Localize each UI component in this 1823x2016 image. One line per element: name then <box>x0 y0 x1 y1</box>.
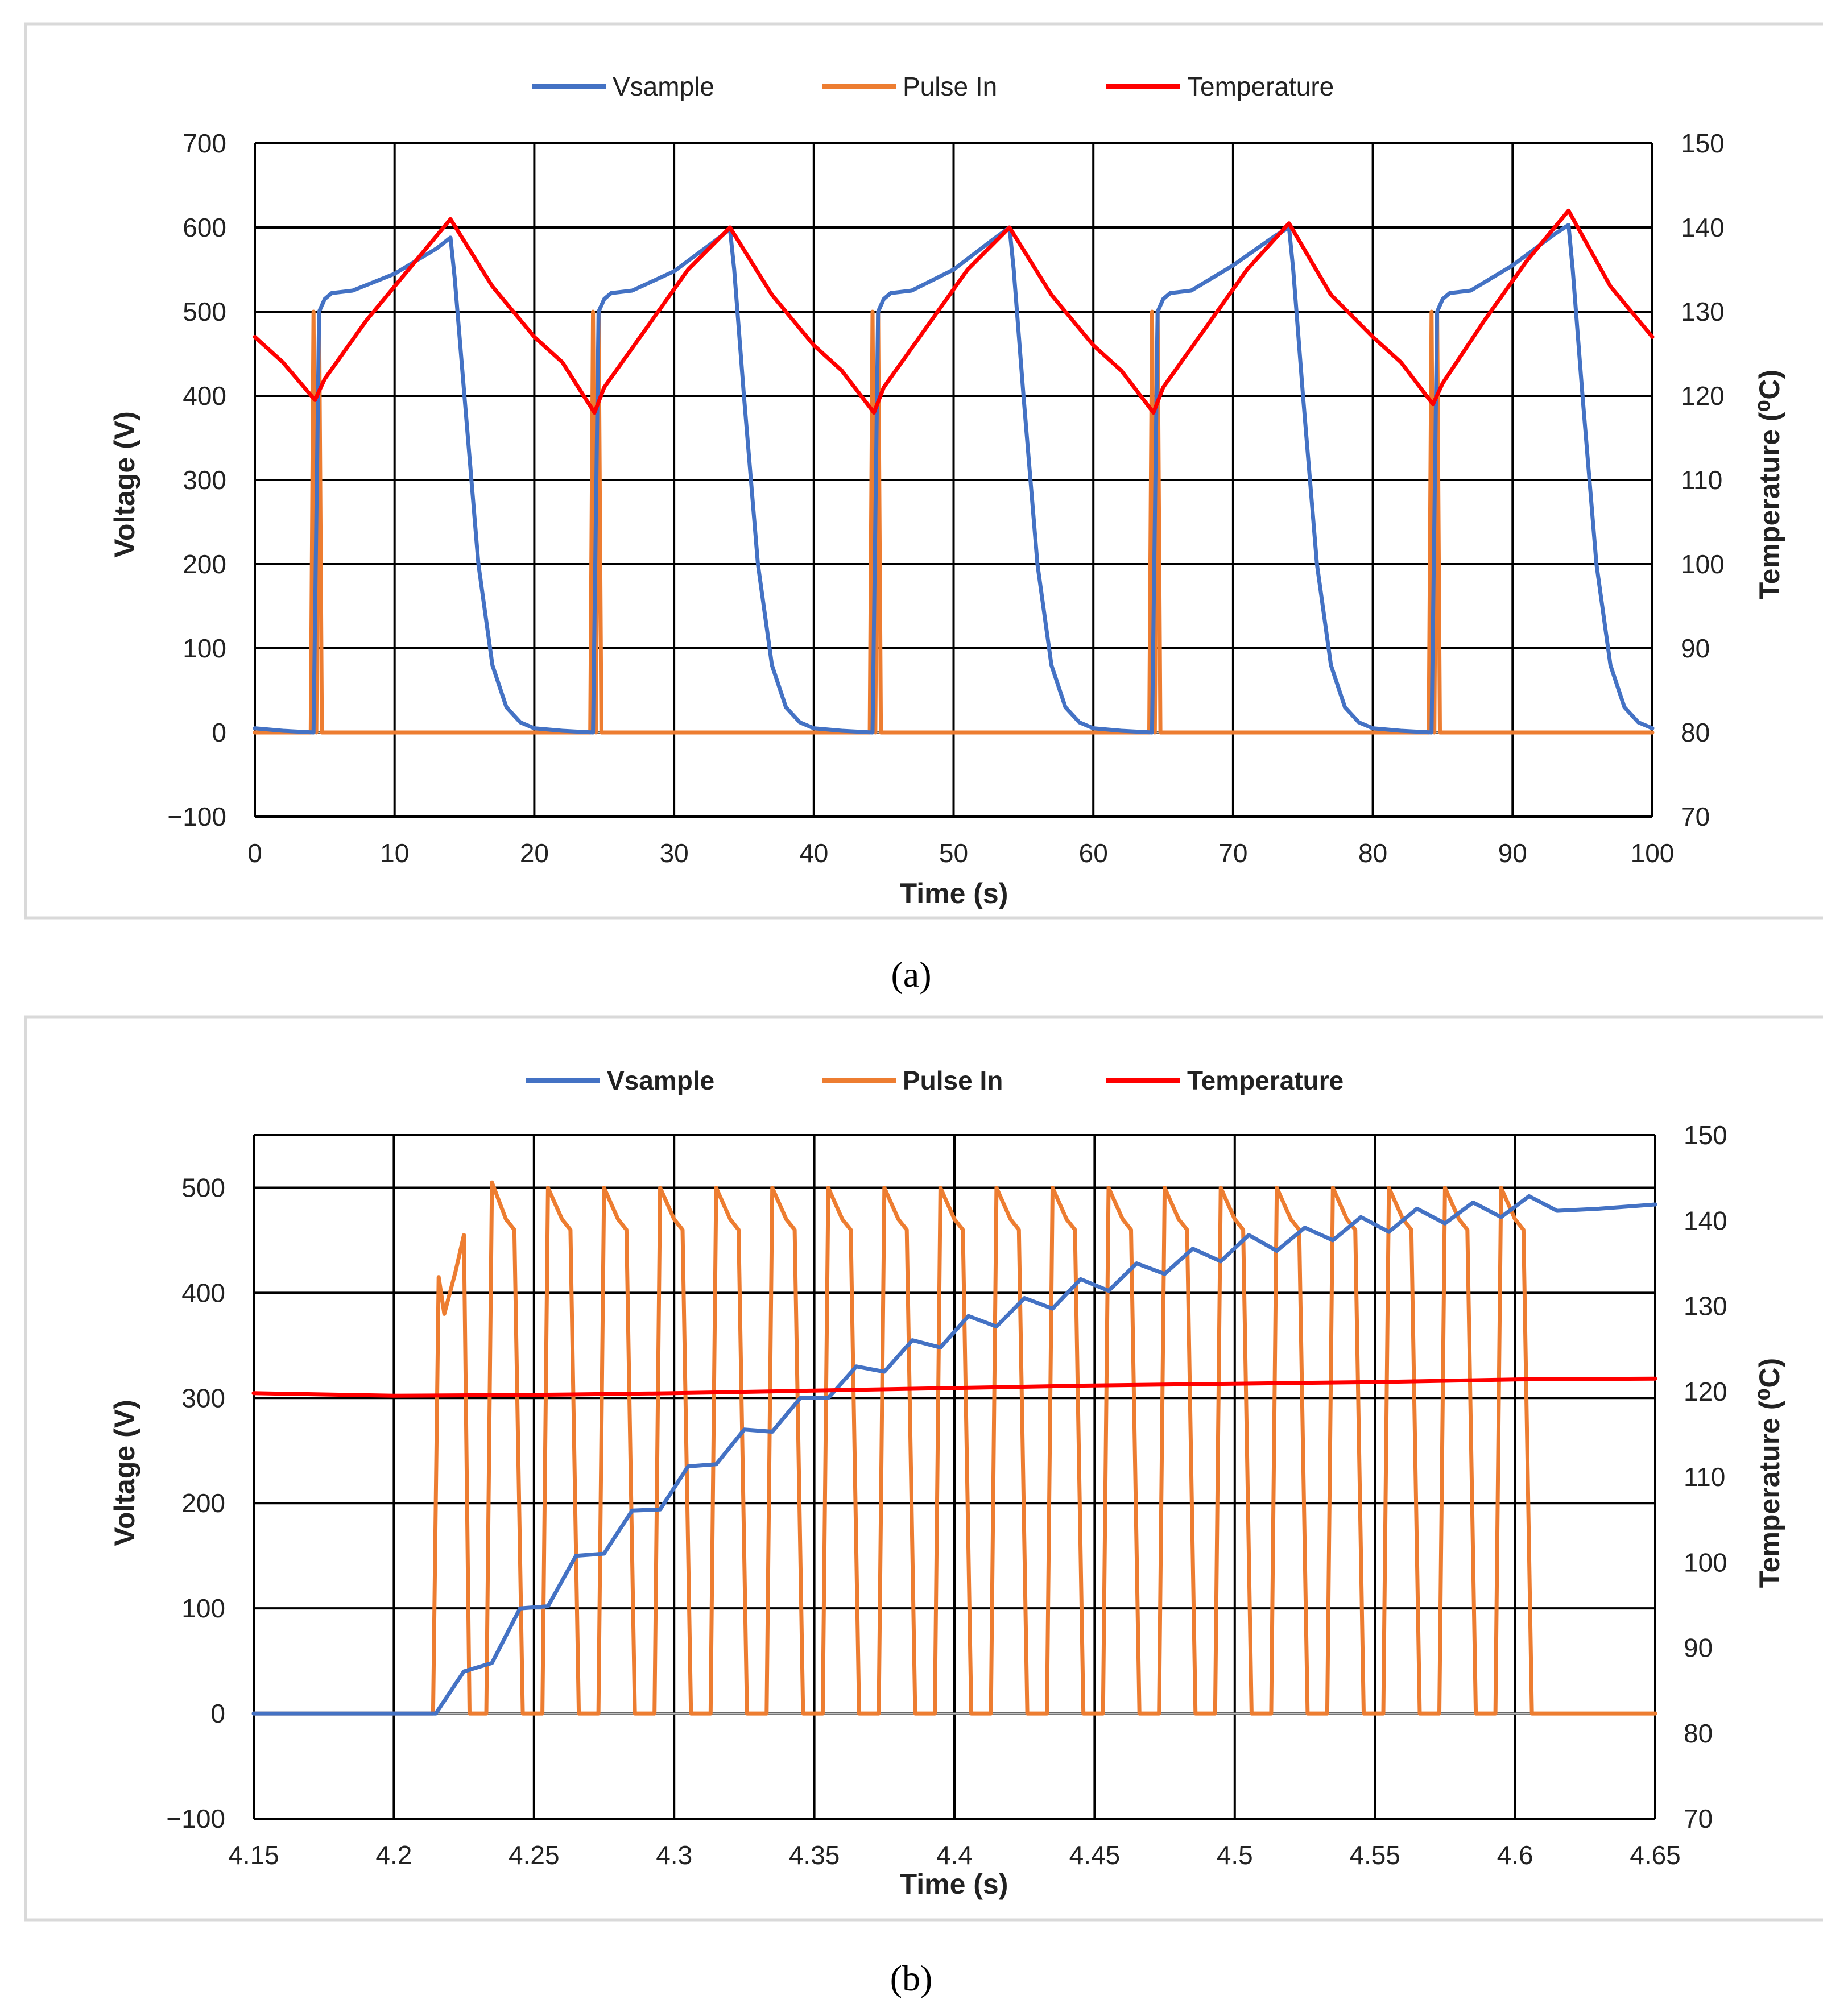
legend-label-temperature-b: Temperature <box>1187 1066 1344 1095</box>
x-tick-label-b-3: 4.3 <box>656 1840 692 1870</box>
y-tick-label-a-7: 600 <box>183 213 226 242</box>
x-tick-label-b-0: 4.15 <box>228 1840 279 1870</box>
y-tick-label-b-3: 200 <box>181 1488 225 1518</box>
y2-tick-label-a-2: 90 <box>1681 634 1710 663</box>
y2-axis-title-b: Temperature (⁰C) <box>1754 1358 1785 1588</box>
series-line-vsample-a <box>253 223 1655 735</box>
series-line-temperature-a <box>253 208 1655 415</box>
legend-a: Vsample Pulse In Temperature <box>532 72 1334 101</box>
legend-b: Vsample Pulse In Temperature <box>526 1066 1344 1095</box>
x-tick-label-a-5: 50 <box>939 838 968 868</box>
panel-b: 4.15 4.2 4.25 4.3 4.35 4.4 4.45 4.5 4.55 4.6 4.65 … <box>24 1015 1823 1998</box>
y2-tick-label-a-1: 80 <box>1681 718 1710 747</box>
chart-frame-a <box>24 22 1823 920</box>
y-tick-label-a-1: 0 <box>212 718 226 747</box>
y2-tick-label-b-0: 70 <box>1684 1804 1713 1833</box>
y-tick-label-b-0: −100 <box>166 1804 225 1833</box>
x-axis-title-b: Time (s) <box>900 1868 1008 1900</box>
y-tick-label-b-5: 400 <box>181 1278 225 1307</box>
x-tick-label-a-4: 40 <box>799 838 828 868</box>
y-tick-label-a-5: 400 <box>183 381 226 411</box>
y-axis-title-a: Voltage (V) <box>109 411 140 557</box>
x-tick-label-b-7: 4.5 <box>1217 1840 1253 1870</box>
x-tick-label-a-9: 90 <box>1498 838 1527 868</box>
x-tick-label-b-4: 4.35 <box>789 1840 840 1870</box>
x-tick-label-b-10: 4.65 <box>1630 1840 1681 1870</box>
y2-tick-label-b-8: 150 <box>1684 1120 1727 1150</box>
y2-tick-label-a-6: 130 <box>1681 297 1725 326</box>
y2-ticks-a: 70 80 90 100 110 120 130 140 150 <box>1681 129 1725 831</box>
x-tick-label-a-7: 70 <box>1218 838 1247 868</box>
y-tick-label-a-3: 200 <box>183 549 226 579</box>
x-ticks-b: 4.15 4.2 4.25 4.3 4.35 4.4 4.45 4.5 4.55 4.6 4.65 <box>228 1840 1681 1870</box>
y-tick-label-b-2: 100 <box>181 1593 225 1623</box>
y-tick-label-a-4: 300 <box>183 465 226 495</box>
x-tick-label-b-9: 4.6 <box>1497 1840 1533 1870</box>
y2-tick-label-b-5: 120 <box>1684 1377 1727 1406</box>
y2-axis-title-a: Temperature (⁰C) <box>1754 370 1785 599</box>
x-axis-title-a: Time (s) <box>900 877 1008 909</box>
x-tick-label-a-8: 80 <box>1358 838 1387 868</box>
legend-label-pulse-in-b: Pulse In <box>903 1066 1003 1095</box>
legend-label-vsample-a: Vsample <box>613 72 714 101</box>
x-tick-label-a-2: 20 <box>520 838 549 868</box>
series-lines-a <box>253 208 1655 735</box>
series-line-temperature-b <box>251 1376 1657 1398</box>
caption-b: (b) <box>890 1958 933 1998</box>
y2-tick-label-b-2: 90 <box>1684 1633 1713 1663</box>
x-tick-label-a-10: 100 <box>1631 838 1675 868</box>
x-tick-label-b-1: 4.2 <box>375 1840 412 1870</box>
y-tick-label-b-4: 300 <box>181 1383 225 1413</box>
y2-tick-label-b-7: 140 <box>1684 1206 1727 1235</box>
x-tick-label-a-6: 60 <box>1079 838 1108 868</box>
x-tick-label-b-6: 4.45 <box>1069 1840 1121 1870</box>
y-tick-label-a-0: −100 <box>167 802 226 831</box>
x-tick-label-a-1: 10 <box>380 838 409 868</box>
legend-label-pulse-in-a: Pulse In <box>903 72 997 101</box>
x-tick-label-a-3: 30 <box>660 838 689 868</box>
y2-tick-label-b-4: 110 <box>1684 1462 1725 1492</box>
legend-label-vsample-b: Vsample <box>607 1066 714 1095</box>
caption-a: (a) <box>891 954 931 995</box>
series-line-vsample-b <box>251 1194 1657 1716</box>
y-tick-label-b-6: 500 <box>181 1173 225 1202</box>
chart-frame-b <box>24 1015 1823 1922</box>
y-ticks-a: −100 0 100 200 300 400 500 600 700 <box>167 129 226 831</box>
x-tick-label-a-0: 0 <box>247 838 262 868</box>
series-line-pulse-in-b <box>251 1180 1657 1716</box>
series-lines-b <box>251 1180 1657 1716</box>
y2-tick-label-a-7: 140 <box>1681 213 1725 242</box>
panel-a: 0 10 20 30 40 50 60 70 80 90 100 −100 0 100 200 300 400… <box>24 22 1823 995</box>
y2-tick-label-a-8: 150 <box>1681 129 1725 158</box>
y2-tick-label-a-0: 70 <box>1681 802 1710 831</box>
y2-ticks-b: 70 80 90 100 110 120 130 140 150 <box>1684 1120 1727 1833</box>
y-tick-label-a-2: 100 <box>183 634 226 663</box>
x-tick-label-b-8: 4.55 <box>1349 1840 1400 1870</box>
y2-tick-label-a-4: 110 <box>1681 465 1722 495</box>
y-axis-title-b: Voltage (V) <box>109 1400 140 1546</box>
x-tick-label-b-2: 4.25 <box>509 1840 560 1870</box>
y-ticks-b: −100 0 100 200 300 400 500 <box>166 1173 225 1833</box>
x-ticks-a: 0 10 20 30 40 50 60 70 80 90 100 <box>247 838 1674 868</box>
x-tick-label-b-5: 4.4 <box>936 1840 973 1870</box>
y-tick-label-a-8: 700 <box>183 129 226 158</box>
y2-tick-label-a-5: 120 <box>1681 381 1725 411</box>
y2-tick-label-a-3: 100 <box>1681 549 1725 579</box>
y2-tick-label-b-3: 100 <box>1684 1547 1727 1577</box>
y2-tick-label-b-1: 80 <box>1684 1719 1713 1748</box>
y2-tick-label-b-6: 130 <box>1684 1291 1727 1321</box>
legend-label-temperature-a: Temperature <box>1187 72 1334 101</box>
y-tick-label-b-1: 0 <box>210 1699 225 1728</box>
y-tick-label-a-6: 500 <box>183 297 226 326</box>
series-line-pulse-in-a <box>253 309 1655 735</box>
